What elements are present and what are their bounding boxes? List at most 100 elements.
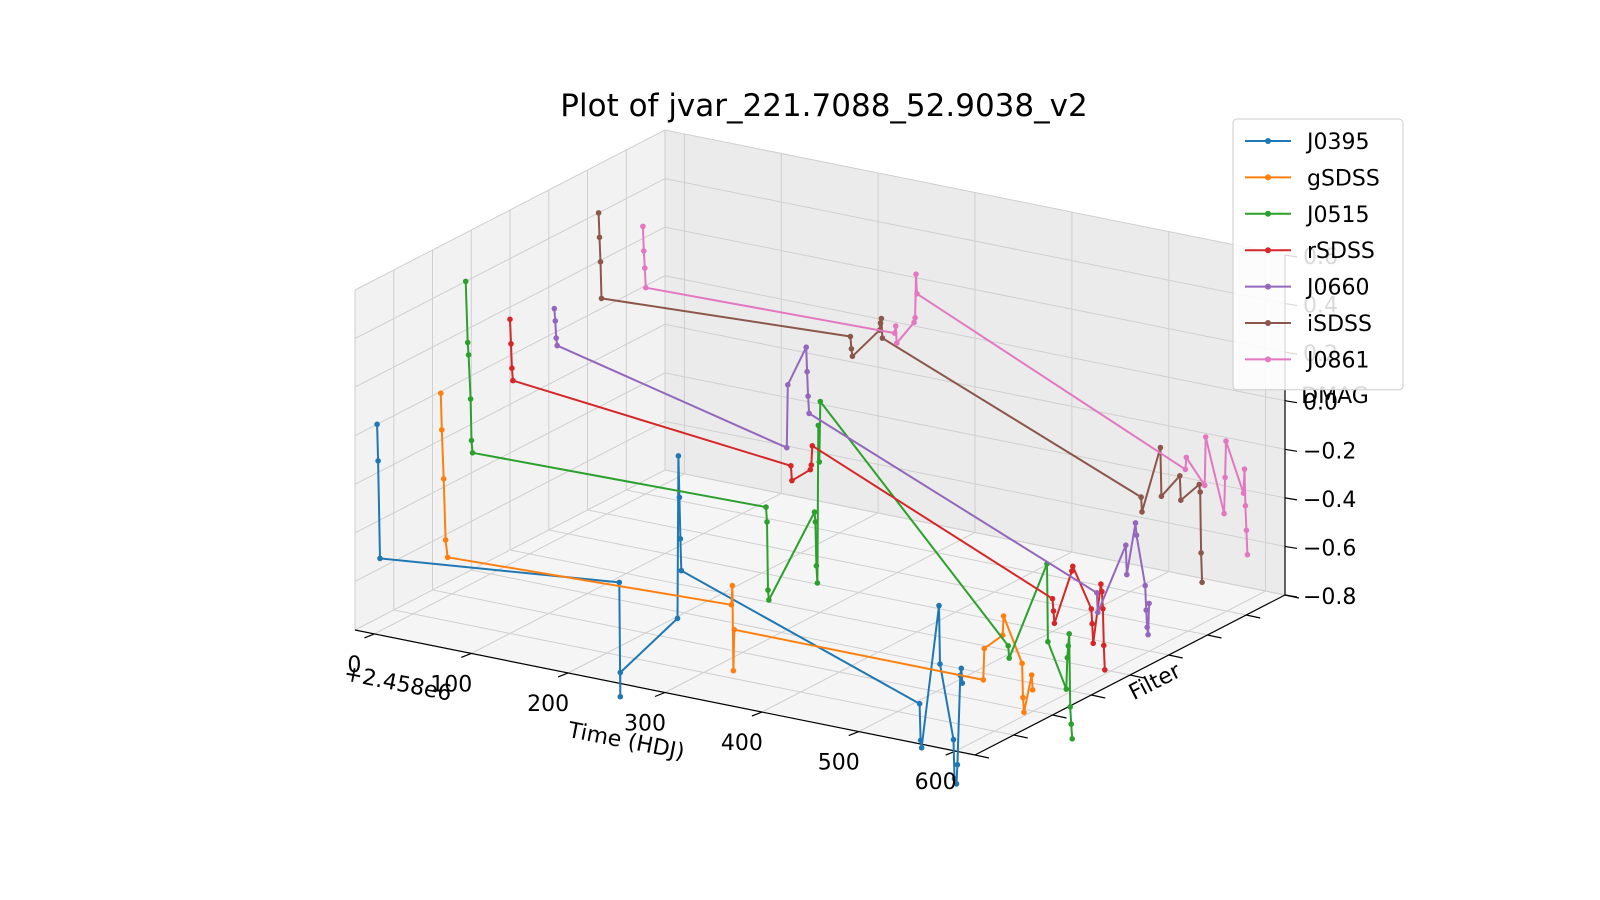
data-point [1065,643,1072,649]
data-point [1145,631,1151,638]
x-tick [364,633,375,639]
legend-label: J0660 [1305,276,1369,301]
data-point [1139,509,1145,515]
x-tick-label: 400 [721,731,763,756]
data-point [1094,590,1100,596]
x-tick-label: 0 [347,653,361,678]
series-iSDSS [595,210,1205,586]
filter-tick [974,754,990,759]
data-point [640,223,646,230]
data-point [785,382,791,388]
data-point [1146,600,1152,607]
legend-marker [1265,138,1271,144]
series-line-rSDSS [509,319,1106,670]
grid-line-z [354,275,1286,437]
data-point [936,602,942,609]
series-J0515 [462,278,1075,742]
grid-line-z [354,129,1286,291]
data-point [469,450,476,456]
legend-marker [1265,283,1271,290]
data-point [1243,527,1250,534]
data-point [913,271,919,278]
data-point [1240,490,1247,497]
data-point [784,444,790,451]
data-point [1223,438,1229,444]
data-point [916,700,923,707]
legend-marker [1265,356,1271,363]
data-point [1067,704,1073,710]
data-point [815,422,822,429]
legend: J0395 gSDSS J0515 rSDSS J0660 iSDSS J0861 [1232,118,1404,391]
grid-line-z [354,323,1286,485]
data-point [914,291,920,297]
grid-line-z [354,178,1286,340]
filter-tick [1129,674,1145,679]
data-point [1021,709,1027,716]
data-point [595,210,602,216]
legend-marker [1265,247,1271,254]
x-offset-label: +2.458e6 [342,661,454,706]
data-point [805,393,811,400]
data-point [1242,503,1249,509]
data-point [847,333,854,340]
filter-tick [1168,654,1183,659]
z-tick [1284,545,1298,550]
data-point [1101,642,1107,649]
data-series [374,210,1251,787]
data-point [789,477,795,484]
data-point [438,390,444,397]
data-point [813,563,820,569]
grid-line-z [354,372,1286,534]
data-point [597,259,604,265]
data-point [808,462,815,468]
data-point [809,443,816,449]
data-point [911,319,917,326]
data-point [1005,643,1011,649]
legend-label: rSDSS [1307,239,1375,264]
legend-label: iSDSS [1307,312,1372,337]
x-tick [848,731,859,737]
x-tick [751,711,763,717]
axes-lines [354,254,1300,759]
data-point [1068,721,1074,727]
data-point [1197,489,1203,495]
data-point [877,320,884,326]
data-point [954,761,961,768]
data-point [1028,672,1035,678]
legend-label: gSDSS [1307,166,1380,191]
data-point [1019,660,1025,667]
data-point [1000,613,1007,619]
data-point [1222,474,1228,481]
data-point [1183,454,1190,461]
data-point [551,305,558,312]
data-point [806,410,812,417]
data-point [677,536,684,542]
filter-tick [1091,694,1106,699]
data-point [959,680,966,686]
data-point [1138,494,1144,500]
data-point [848,346,855,352]
data-point [730,667,737,674]
data-point [1124,571,1130,578]
x-tick [654,691,666,698]
series-J0861 [640,223,1251,558]
data-point [440,476,447,482]
data-point [468,437,475,444]
data-point [918,745,925,751]
data-point [764,519,770,525]
data-point [374,421,380,428]
data-point [553,335,559,341]
data-point [763,504,769,510]
grid-line-z [354,420,1286,582]
data-point [467,396,474,402]
data-point [1196,481,1202,488]
data-point [1202,434,1209,440]
data-point [891,330,898,336]
data-point [807,466,814,473]
data-point [554,342,560,349]
x-tick [557,672,569,678]
data-point [893,340,900,347]
grid-line-z [354,469,1286,631]
z-tick-label: −0.6 [1303,536,1356,561]
